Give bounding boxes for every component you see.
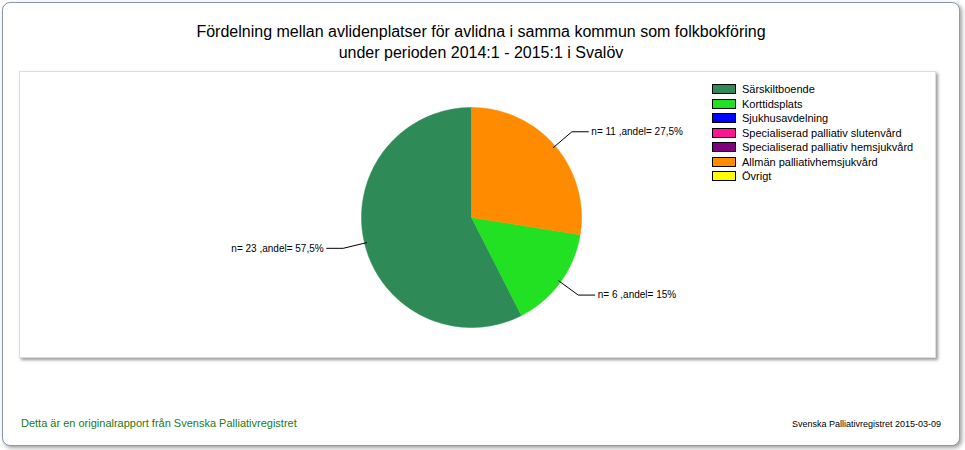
svg-text:n= 6 ,andel= 15%: n= 6 ,andel= 15% (598, 289, 677, 300)
html-text:Svenska Palliativregistret 201: Svenska Palliativregistret 2015-03-09 (791, 419, 941, 429)
html-text:Specialiserad palliativ sluten: Specialiserad palliativ slutenvård (742, 126, 902, 139)
html-text:Särskiltboende: Särskiltboende (742, 83, 815, 96)
html-text:Korttidsplats: Korttidsplats (742, 97, 803, 110)
html-text:Övrigt: Övrigt (742, 170, 772, 183)
html-text:Detta är en originalrapport fr: Detta är en originalrapport från Svenska… (21, 417, 297, 429)
html-text:Specialiserad palliativ hemsju: Specialiserad palliativ hemsjukvård (742, 141, 914, 154)
html-text:Sjukhusavdelning: Sjukhusavdelning (742, 112, 829, 125)
html-text:Allmän palliativhemsjukvård: Allmän palliativhemsjukvård (742, 155, 878, 168)
html-text:Fördelning mellan avlidenplats: Fördelning mellan avlidenplatser för avl… (196, 23, 766, 61)
svg-text:n= 23 ,andel= 57,5%: n= 23 ,andel= 57,5% (231, 243, 323, 254)
svg-text:n= 11 ,andel= 27,5%: n= 11 ,andel= 27,5% (591, 126, 683, 137)
